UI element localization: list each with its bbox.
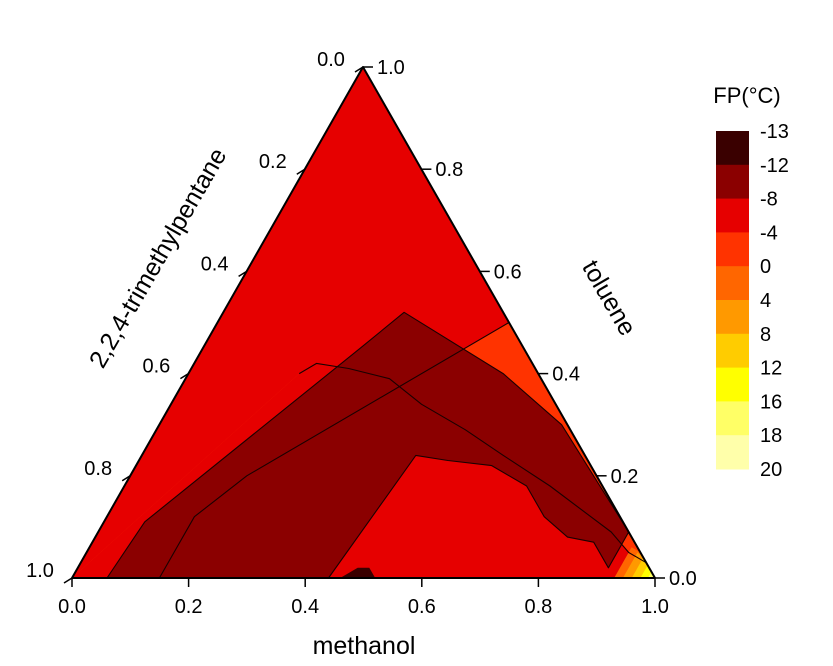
colorbar-label: 4 xyxy=(760,290,771,312)
contour-region-4 xyxy=(340,567,376,578)
colorbar-label: 12 xyxy=(760,358,782,380)
right-axis-label: toluene xyxy=(576,255,641,340)
left-tick-label: 0.2 xyxy=(259,151,287,173)
contour-line-0 xyxy=(158,322,510,579)
colorbar-label: 8 xyxy=(760,324,771,346)
contour-lines xyxy=(106,311,647,579)
axis-ticks: 0.0 0.2 0.4 0.6 0.8 1.0 1.0 0.8 0.6 0.4 0.2 0.0 0.0 0… xyxy=(26,49,697,618)
colorbar-label: 16 xyxy=(760,391,782,413)
colorbar-label: -4 xyxy=(760,222,778,244)
left-tick-label: 0.6 xyxy=(142,356,170,378)
bottom-axis-label: methanol xyxy=(313,632,416,660)
left-tick xyxy=(180,372,189,380)
colorbar-swatch xyxy=(716,300,749,335)
colorbar-label: 20 xyxy=(760,459,782,481)
right-tick-label: 0.6 xyxy=(494,261,522,283)
bottom-tick-label: 0.0 xyxy=(58,596,86,618)
colorbar-swatch xyxy=(716,164,749,200)
bottom-tick-label: 0.4 xyxy=(291,596,319,618)
left-tick xyxy=(238,270,247,278)
left-tick xyxy=(296,168,306,175)
left-tick xyxy=(63,577,73,584)
bottom-tick-label: 1.0 xyxy=(641,596,669,618)
right-tick-label: 0.4 xyxy=(552,364,580,386)
left-tick xyxy=(354,66,364,73)
colorbar-swatch xyxy=(716,435,749,470)
right-tick-label: 0.0 xyxy=(669,568,697,590)
colorbar-title: FP(°C) xyxy=(713,83,780,108)
left-tick-label: 1.0 xyxy=(26,560,54,582)
ternary-frame xyxy=(71,66,656,579)
left-tick xyxy=(121,475,131,482)
colorbar-label: -13 xyxy=(760,121,789,143)
colorbar: FP(°C) -13 -12 -8 -4 0 4 8 12 16 18 20 xyxy=(713,83,789,481)
contour-line-2 xyxy=(106,311,630,579)
colorbar-swatch xyxy=(716,131,749,166)
colorbar-swatch xyxy=(716,367,749,402)
left-tick-label: 0.8 xyxy=(84,458,112,480)
colorbar-swatch xyxy=(716,198,749,233)
colorbar-swatch xyxy=(716,232,749,267)
left-tick-label: 0.4 xyxy=(201,253,229,275)
colorbar-label: 18 xyxy=(760,425,782,447)
bottom-tick-label: 0.2 xyxy=(175,596,203,618)
contour-regions xyxy=(72,67,655,578)
bottom-tick-label: 0.6 xyxy=(408,596,436,618)
colorbar-label: 0 xyxy=(760,256,771,278)
colorbar-swatches xyxy=(716,131,749,470)
left-tick-label: 0.0 xyxy=(317,49,345,71)
colorbar-swatch xyxy=(716,401,749,436)
right-tick-label: 1.0 xyxy=(377,57,405,79)
colorbar-labels: -13 -12 -8 -4 0 4 8 12 16 18 20 xyxy=(760,121,789,481)
colorbar-swatch xyxy=(716,266,749,301)
contour-line-1 xyxy=(298,362,647,564)
right-tick-label: 0.8 xyxy=(435,159,463,181)
colorbar-label: -12 xyxy=(760,155,789,177)
colorbar-swatch xyxy=(716,333,749,369)
contour-region-3 xyxy=(107,312,629,578)
right-tick-label: 0.2 xyxy=(611,466,639,488)
colorbar-label: -8 xyxy=(760,189,778,211)
bottom-tick-label: 0.8 xyxy=(524,596,552,618)
